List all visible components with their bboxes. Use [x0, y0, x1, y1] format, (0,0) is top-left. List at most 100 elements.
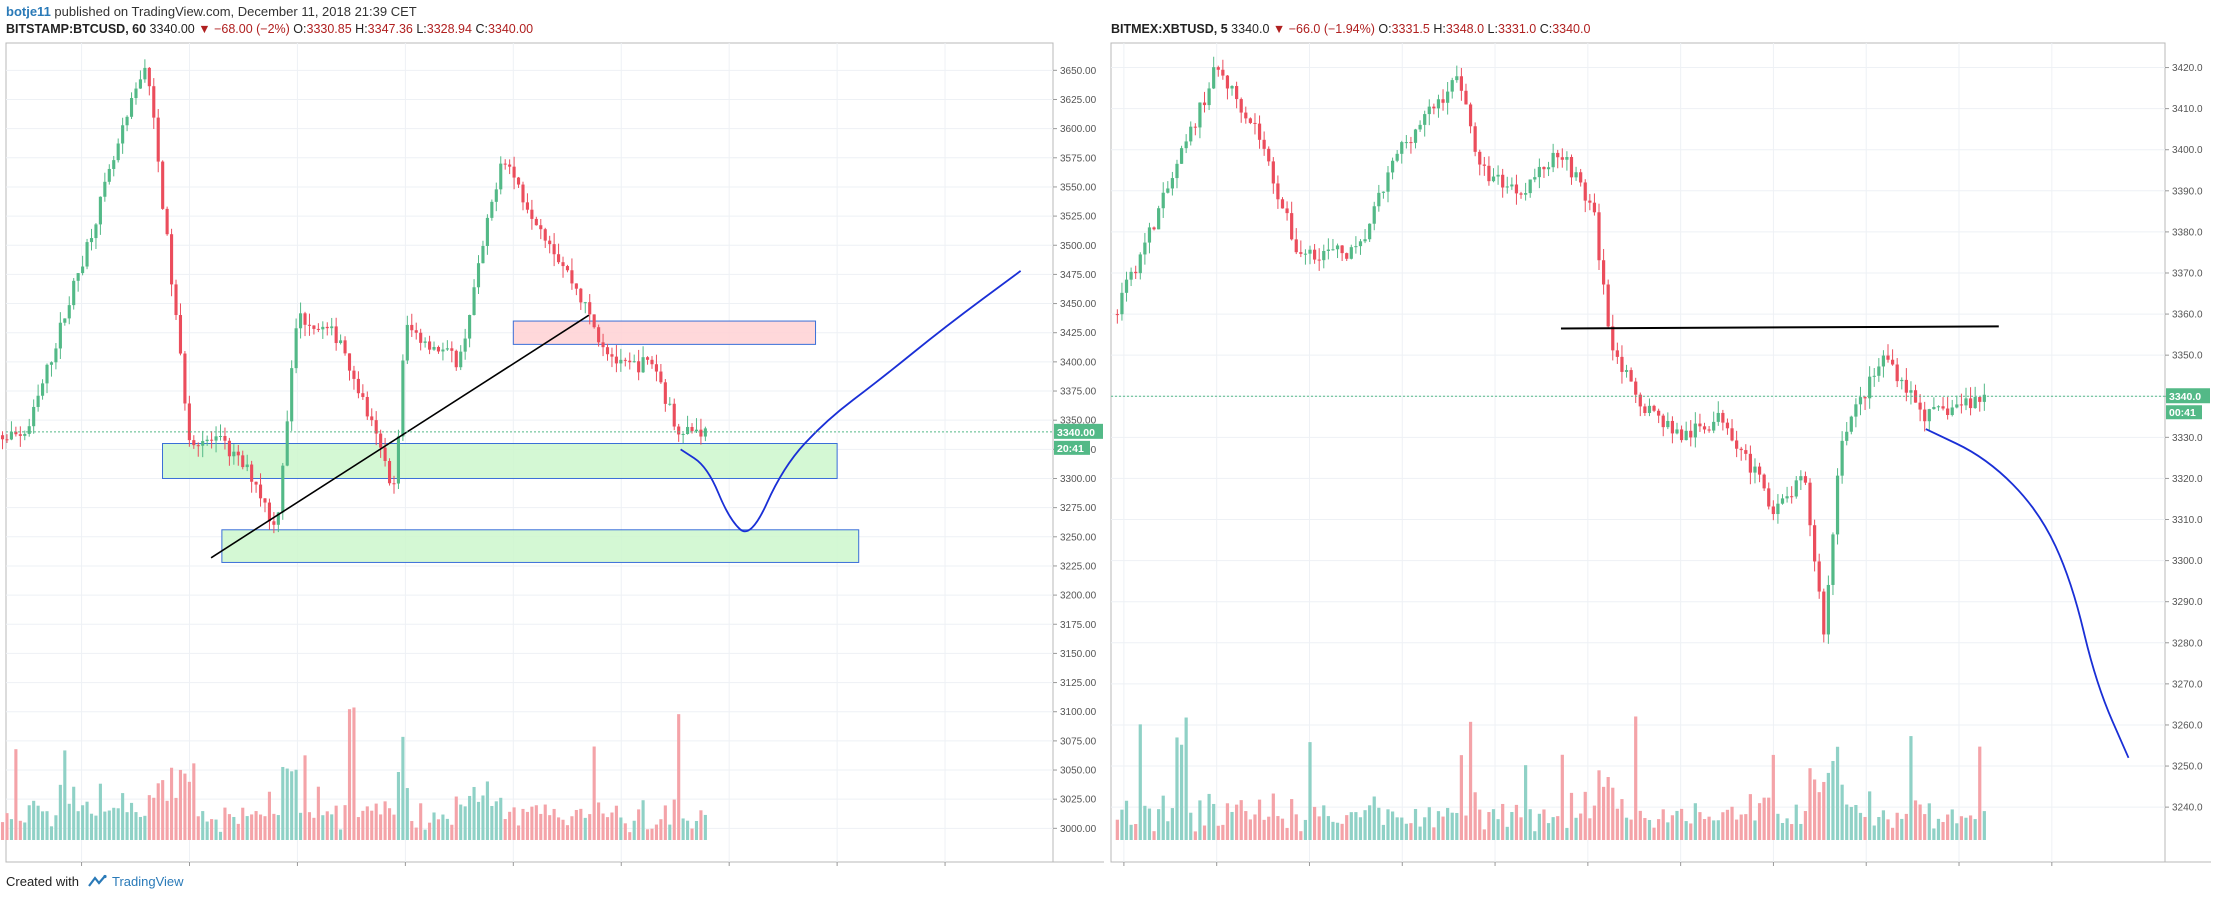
- right-volume-bar: [1290, 799, 1294, 840]
- left-candle-body: [236, 451, 240, 456]
- right-candle: [1868, 366, 1872, 409]
- right-candle-body: [1244, 112, 1248, 119]
- left-x-tick-label: 10: [507, 869, 519, 870]
- right-candle: [1597, 203, 1601, 270]
- author-name[interactable]: botje11: [6, 4, 51, 19]
- tradingview-brand[interactable]: TradingView: [112, 874, 184, 889]
- left-candle-body: [330, 326, 334, 329]
- right-candle: [1757, 462, 1762, 483]
- left-candle-body: [441, 349, 445, 352]
- left-volume-bar: [645, 829, 650, 840]
- right-volume-bar: [1459, 755, 1463, 840]
- right-symbol[interactable]: BITMEX:XBTUSD, 5: [1111, 22, 1228, 36]
- right-volume-bar: [1267, 816, 1271, 840]
- left-volume-bar: [54, 815, 58, 840]
- right-volume-bar: [1634, 716, 1638, 840]
- right-candle-body: [1335, 245, 1340, 250]
- left-candle-body: [610, 354, 614, 357]
- left-candle-body: [45, 364, 49, 384]
- right-candle-body: [1202, 102, 1207, 106]
- left-candle: [356, 371, 360, 399]
- left-volume-bar: [272, 813, 276, 840]
- left-candle-body: [27, 426, 31, 434]
- right-candle-body: [1459, 76, 1463, 91]
- left-candle: [330, 317, 334, 336]
- left-candle-body: [112, 160, 116, 169]
- left-low-label: L:: [416, 22, 427, 36]
- left-symbol[interactable]: BITSTAMP:BTCUSD, 60: [6, 22, 147, 36]
- right-candle-body: [1895, 364, 1899, 382]
- right-candle: [1964, 387, 1968, 411]
- right-volume-bar: [1285, 827, 1289, 840]
- left-candle: [499, 156, 503, 195]
- right-candle-body: [1427, 106, 1431, 115]
- left-candle: [205, 435, 209, 446]
- left-candle: [81, 255, 85, 276]
- right-candle-body: [1198, 102, 1202, 128]
- left-candle: [254, 481, 258, 493]
- right-candle: [1244, 106, 1248, 124]
- right-candle: [1390, 157, 1395, 180]
- right-candle-body: [1946, 408, 1950, 416]
- right-candle-body: [1730, 428, 1734, 441]
- right-volume-bar: [1235, 804, 1239, 840]
- left-volume-bar: [98, 783, 102, 840]
- left-candle: [223, 427, 227, 450]
- right-candle-body: [1666, 420, 1670, 428]
- left-volume-bar: [490, 806, 494, 840]
- left-open-label: O:: [293, 22, 307, 36]
- right-candle-body: [1170, 178, 1174, 189]
- right-candle-body: [1418, 124, 1422, 130]
- left-candle-body: [690, 426, 694, 432]
- left-candle: [125, 115, 129, 132]
- left-candle-body: [250, 464, 254, 482]
- right-candle: [1235, 81, 1239, 109]
- right-candle-body: [1129, 271, 1133, 280]
- right-candle: [1767, 482, 1771, 510]
- right-volume-bar: [1312, 806, 1317, 840]
- right-candle: [1574, 166, 1578, 181]
- right-candle-body: [1702, 426, 1707, 430]
- left-volume-bar: [552, 808, 556, 840]
- right-volume-bar: [1583, 791, 1587, 840]
- right-close: 3340.0: [1552, 22, 1591, 36]
- left-candle-body: [5, 439, 9, 441]
- right-candle-body: [1212, 67, 1216, 89]
- right-candle: [1294, 228, 1298, 255]
- right-candle-body: [1299, 252, 1303, 254]
- left-volume-bar: [463, 806, 467, 840]
- right-candle-body: [1822, 591, 1826, 635]
- right-volume-bar: [1202, 825, 1207, 840]
- right-candle: [1464, 83, 1468, 105]
- right-candle-body: [1652, 405, 1656, 411]
- left-candle-body: [601, 342, 605, 348]
- left-candle: [76, 273, 80, 292]
- right-candle-body: [1845, 431, 1849, 441]
- left-candle: [677, 423, 681, 442]
- right-volume-bar: [1657, 819, 1661, 840]
- charts-canvas[interactable]: 3650.00 3625.00 3600.00 3575.00 3550.00 3525.…: [0, 0, 2217, 870]
- right-candle: [1813, 519, 1817, 572]
- left-candle-body: [307, 324, 312, 326]
- left-candle-body: [272, 521, 276, 525]
- right-volume-bar: [1377, 807, 1381, 840]
- left-volume-bar: [299, 812, 303, 840]
- left-candle-body: [583, 302, 587, 304]
- right-y-tick-label: 3360.0: [2172, 310, 2203, 321]
- right-volume-bar: [1308, 742, 1312, 840]
- right-candle-body: [1413, 129, 1418, 143]
- left-candle-body: [325, 326, 329, 329]
- right-candle: [1968, 387, 1973, 416]
- left-candle: [347, 353, 352, 381]
- left-candle: [445, 340, 449, 351]
- left-timer-tag: 20:41: [1057, 443, 1084, 455]
- right-candle: [1157, 205, 1161, 230]
- left-volume-bar: [476, 801, 481, 840]
- left-y-tick-label: 3575.00: [1060, 153, 1097, 164]
- left-volume-bar: [579, 808, 583, 840]
- left-candle-body: [686, 426, 690, 434]
- right-volume-bar: [1900, 818, 1904, 840]
- left-volume-bar: [561, 819, 565, 840]
- right-volume-bar: [1813, 779, 1817, 840]
- left-volume-bar: [423, 829, 427, 840]
